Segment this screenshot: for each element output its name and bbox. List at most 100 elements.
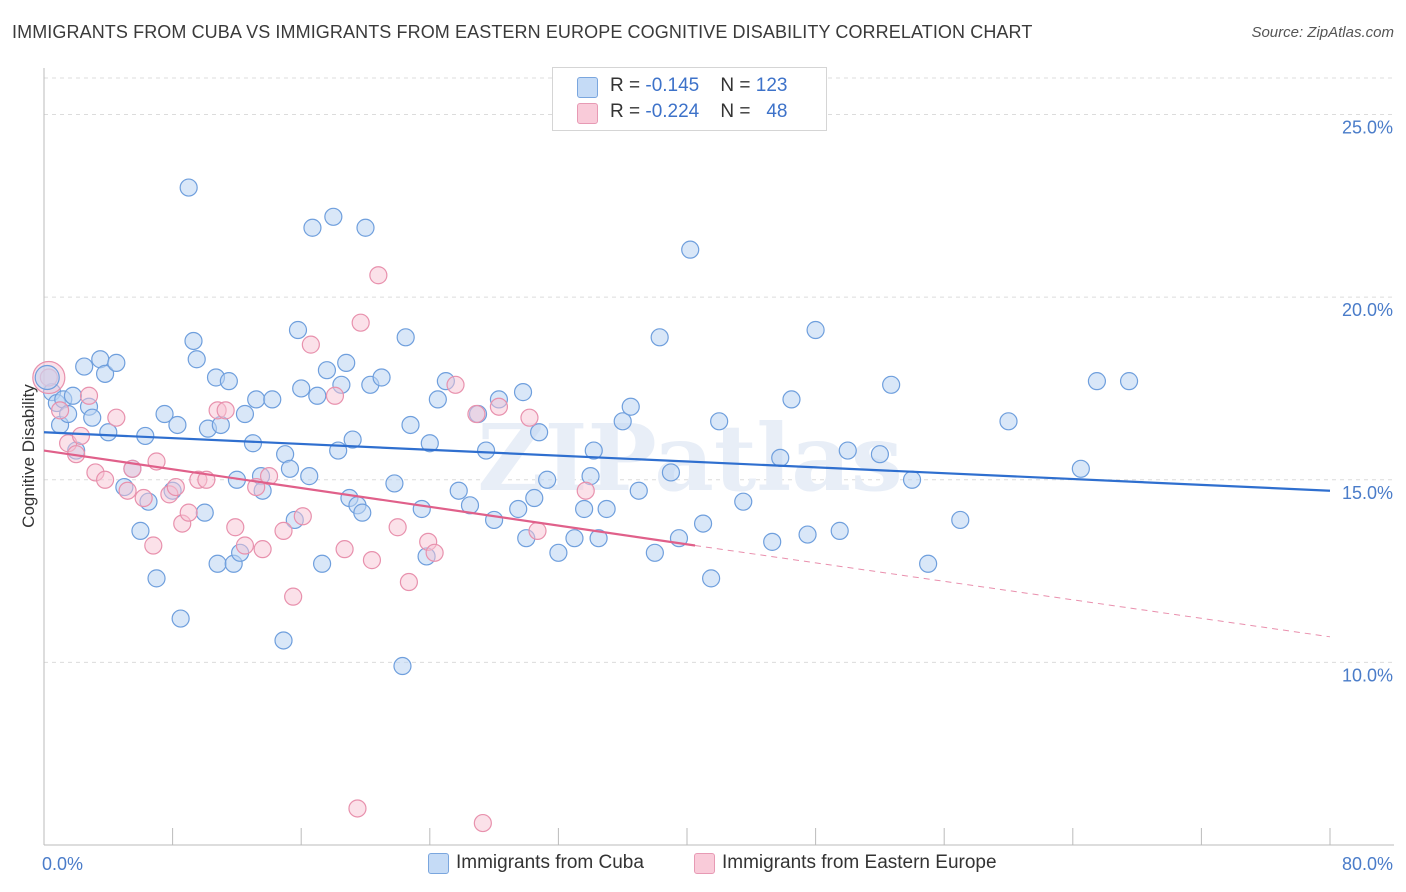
eastern-europe-legend-label: Immigrants from Eastern Europe [722,852,997,873]
cuba-point [806,320,825,340]
cuba-point [589,529,608,548]
cuba-point [693,514,713,533]
watermark: ZIPatlas [477,404,902,512]
eastern-europe-point [399,572,419,592]
cuba-point [798,525,817,544]
eastern-europe-point [467,404,486,424]
cuba-point [838,441,857,460]
eastern-europe-point [301,335,320,354]
cuba-point [107,353,126,372]
eastern-europe-point [259,467,279,486]
cuba-point [263,390,282,409]
axes: 10.0% 15.0% 20.0% 25.0% 0.0% 80.0% [42,68,1394,874]
eastern-europe-point [351,313,370,332]
eastern-europe-point [107,408,126,427]
cuba-point [476,441,496,460]
cuba-point [420,434,439,453]
cuba-legend-label: Immigrants from Cuba [456,852,644,873]
eastern-europe-point [166,477,185,497]
cuba-point [538,470,557,489]
cuba-point [999,412,1018,431]
eastern-europe-point [362,551,382,570]
y-tick-label: 10.0% [1342,665,1393,685]
cuba-point [179,178,198,197]
cuba-point [75,357,94,376]
cuba-point [782,390,801,409]
cuba-point [385,474,404,493]
cuba-point [147,569,166,588]
cuba-point [460,496,480,515]
cuba-point-large [34,364,60,391]
x-tick-label: 0.0% [42,854,83,874]
eastern-europe-point [520,408,539,427]
cuba-point [99,423,118,442]
eastern-europe-point [134,488,153,508]
eastern-europe-point [179,503,198,522]
y-axis-label: Cognitive Disability [19,384,38,528]
eastern-europe-point [71,426,91,446]
eastern-europe-point [335,540,354,559]
cuba-point [155,404,174,424]
eastern-europe-trend-extension [694,545,1331,638]
cuba-point [951,510,970,530]
eastern-europe-point [253,540,272,559]
cuba-point [575,499,594,519]
cuba-point [343,430,362,449]
y-tick-label: 20.0% [1342,300,1393,320]
eastern-europe-point [528,521,547,540]
eastern-europe-point [284,587,303,606]
cuba-point [629,481,648,500]
cuba-point [83,408,102,427]
eastern-europe-point [235,536,255,555]
eastern-europe-legend-swatch [694,853,715,874]
cuba-point [763,532,782,551]
cuba-point [208,554,227,573]
cuba-point [661,463,681,482]
cuba-point [131,521,150,540]
cuba-trend-line [43,431,1331,492]
chart-source: Source: ZipAtlas.com [1251,24,1394,41]
cuba-point [1071,459,1090,478]
cuba-point [184,331,203,351]
eastern-europe-point [79,386,99,405]
cuba-point [372,368,391,387]
cuba-point [393,656,412,676]
cuba-point [734,492,753,511]
cuba-point [549,543,568,562]
cuba-swatch [577,77,598,98]
cuba-point [63,386,83,405]
legend-text-cuba: R = -0.145 N = 123 [610,75,788,96]
trend-lines [43,431,1331,638]
eastern-europe-point [325,386,345,405]
cuba-point [650,328,669,347]
cuba-point [195,503,214,522]
cuba-point [168,415,187,435]
correlation-legend: R = -0.145 N = 123 R = -0.224 N = 48 [552,67,827,131]
cuba-point [235,404,255,424]
cuba-point [882,375,901,394]
cuba-point [219,372,238,391]
cuba-point [288,320,308,340]
eastern-europe-point [489,397,509,416]
eastern-europe-point [293,507,312,526]
cuba-point [187,350,206,369]
cuba-point [645,543,664,562]
legend-text-eastern-europe: R = -0.224 N = 48 [610,101,788,122]
cuba-point [597,499,616,519]
y-tick-label: 25.0% [1342,118,1393,138]
cuba-point [771,448,790,467]
cuba-point [317,361,337,380]
cuba-point [702,569,721,588]
eastern-europe-point [425,543,444,562]
cuba-point [530,423,549,442]
cuba-point [356,218,375,237]
cuba-point [584,441,603,460]
cuba-point [902,470,922,489]
cuba-point [565,529,584,548]
cuba-point [449,481,468,500]
eastern-europe-point [576,481,595,500]
cuba-point [280,459,300,478]
cuba-point [509,499,528,519]
cuba-point [1119,372,1139,391]
cuba-point [274,631,293,650]
